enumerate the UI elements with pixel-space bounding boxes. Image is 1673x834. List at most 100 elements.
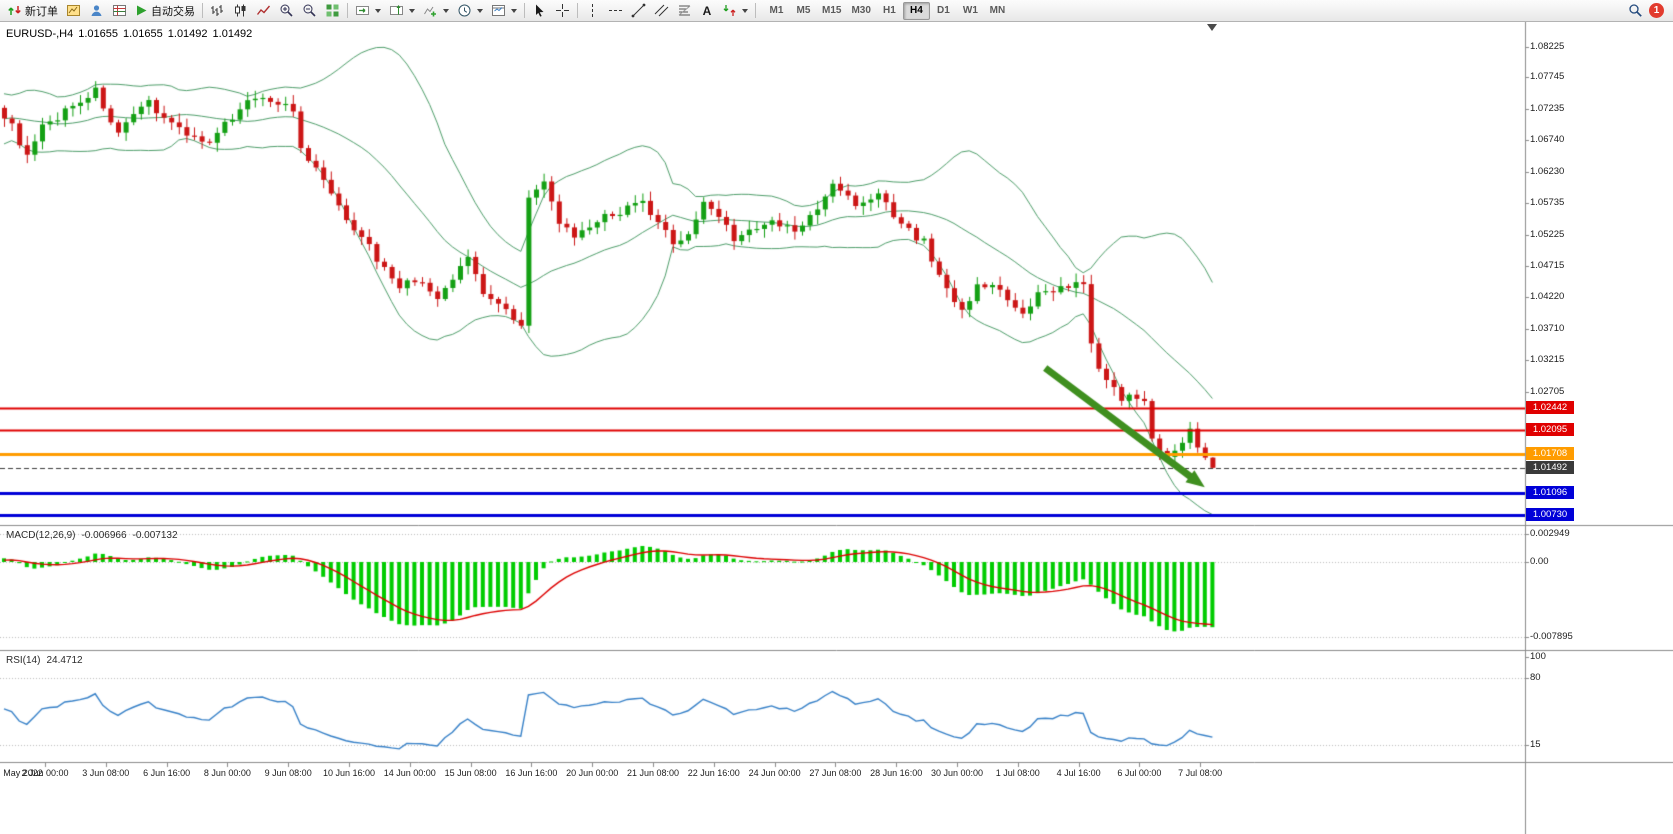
tile-windows-icon: [326, 4, 339, 17]
chart-shift-marker-icon[interactable]: [1207, 24, 1217, 31]
time-axis-label: 6 Jul 00:00: [1117, 768, 1162, 778]
current-price-line-badge[interactable]: 1.01492: [1526, 460, 1574, 474]
channel-tool-button[interactable]: [650, 1, 673, 21]
panel-separator-timeaxis[interactable]: [0, 760, 1673, 764]
macd-axis-label: 0.00: [1530, 556, 1549, 567]
data-window-icon: [113, 5, 126, 16]
timeframe-m30-button[interactable]: M30: [846, 2, 875, 20]
time-axis-label: 6 Jun 16:00: [143, 768, 191, 778]
panel-separator-macd[interactable]: [0, 523, 1673, 527]
price-axis-label: 1.05735: [1530, 196, 1565, 208]
timeframe-mn-button[interactable]: MN: [984, 2, 1011, 20]
macd-name: MACD(12,26,9): [6, 530, 76, 541]
dropdown-caret-icon: [375, 8, 381, 13]
macd-main-value: -0.006966: [81, 530, 127, 541]
new-order-icon: [8, 6, 21, 15]
timeframe-m5-button[interactable]: M5: [790, 2, 817, 20]
crosshair-tool-button[interactable]: [551, 1, 574, 21]
crosshair-icon: [556, 4, 569, 17]
key-level-line-badge[interactable]: 1.01708: [1526, 447, 1574, 461]
price-axis-label: 1.06740: [1530, 133, 1565, 145]
chart-title: EURUSD-,H4 1.01655 1.01655 1.01492 1.01492: [6, 28, 257, 40]
indicators-button[interactable]: [419, 1, 453, 21]
time-axis-label: 30 Jun 00:00: [930, 768, 984, 778]
resistance-line-badge[interactable]: 1.02095: [1526, 423, 1574, 437]
time-axis-label: 2 Jun 00:00: [21, 768, 69, 778]
price-axis-label: 1.08225: [1530, 41, 1565, 52]
search-icon: [1629, 4, 1642, 17]
arrows-tool-button[interactable]: [718, 1, 752, 21]
search-button[interactable]: [1624, 1, 1647, 21]
tile-windows-button[interactable]: [321, 1, 344, 21]
vertical-line-icon: [592, 4, 593, 17]
chart-open: 1.01655: [78, 28, 118, 40]
timeframe-m1-button[interactable]: M1: [763, 2, 790, 20]
toolbar-separator: [202, 3, 203, 18]
chart-window: EURUSD-,H4 1.01655 1.01655 1.01492 1.01492 M…: [0, 22, 1673, 834]
time-axis-label: 4 Jul 16:00: [1056, 768, 1101, 778]
auto-scroll-button[interactable]: [351, 1, 385, 21]
support-line-badge[interactable]: 1.01096: [1526, 485, 1574, 499]
dropdown-caret-icon: [477, 8, 483, 13]
time-axis-label: 22 Jun 16:00: [687, 768, 740, 778]
toolbar-separator: [755, 3, 756, 18]
timeframe-h1-button[interactable]: H1: [876, 2, 903, 20]
time-axis-label: May 2022: [3, 768, 43, 778]
timeframe-d1-button[interactable]: D1: [930, 2, 957, 20]
rsi-axis-label: 15: [1530, 738, 1541, 750]
chart-shift-icon: [390, 5, 403, 15]
horizontal-line-tool-button[interactable]: [604, 1, 627, 21]
equidistant-channel-icon: [654, 4, 669, 17]
rsi-axis-label: 80: [1530, 671, 1541, 683]
bar-chart-type-button[interactable]: [206, 1, 229, 21]
vertical-line-tool-button[interactable]: [581, 1, 604, 21]
fibonacci-tool-button[interactable]: [673, 1, 696, 21]
panel-separator-rsi[interactable]: [0, 648, 1673, 652]
profiles-button[interactable]: [85, 1, 108, 21]
rsi-label: RSI(14) 24.4712: [6, 655, 89, 666]
new-chart-icon: [67, 5, 80, 16]
clock-icon: [458, 4, 471, 17]
periods-button[interactable]: [453, 1, 487, 21]
rsi-value: 24.4712: [46, 655, 83, 666]
candlestick-type-button[interactable]: [229, 1, 252, 21]
time-axis-label: 3 Jun 08:00: [82, 768, 130, 778]
timeframe-h4-button[interactable]: H4: [902, 1, 930, 20]
timeframe-w1-button[interactable]: W1: [957, 2, 984, 20]
zoom-out-button[interactable]: [298, 1, 321, 21]
rsi-axis-label: 100: [1530, 651, 1546, 662]
price-axis-label: 1.07235: [1530, 102, 1565, 114]
trendline-icon: [631, 3, 646, 18]
macd-axis-label: -0.007895: [1530, 631, 1573, 642]
trendline-tool-button[interactable]: [627, 1, 650, 21]
chart-shift-button[interactable]: [385, 1, 419, 21]
text-tool-button[interactable]: A: [696, 1, 718, 21]
resistance-line-badge[interactable]: 1.02442: [1526, 401, 1574, 415]
notification-badge[interactable]: 1: [1649, 3, 1664, 18]
fibonacci-icon: [678, 5, 691, 16]
templates-button[interactable]: [487, 1, 521, 21]
chart-close: 1.01492: [212, 28, 253, 40]
horizontal-line-icon: [609, 10, 622, 11]
data-window-button[interactable]: [108, 1, 131, 21]
zoom-in-button[interactable]: [275, 1, 298, 21]
line-chart-type-button[interactable]: [252, 1, 275, 21]
dropdown-caret-icon: [443, 8, 449, 13]
price-axis-label: 1.04220: [1530, 291, 1565, 303]
profiles-icon: [91, 5, 102, 16]
auto-trading-button[interactable]: 自动交易: [131, 1, 199, 21]
time-axis-label: 27 Jun 08:00: [809, 768, 862, 778]
time-axis-label: 8 Jun 00:00: [203, 768, 251, 778]
new-chart-button[interactable]: [62, 1, 85, 21]
bar-chart-icon: [211, 5, 223, 16]
time-axis-label: 20 Jun 00:00: [566, 768, 619, 778]
support-line-badge[interactable]: 1.00730: [1526, 508, 1574, 522]
dropdown-caret-icon: [511, 8, 517, 13]
timeframe-toolbar: M1 M5 M15 M30 H1 H4 D1 W1 MN: [763, 1, 1011, 20]
new-order-button[interactable]: 新订单: [3, 1, 62, 21]
cursor-tool-button[interactable]: [528, 1, 551, 21]
timeframe-m15-button[interactable]: M15: [817, 2, 846, 20]
chart-canvas[interactable]: [0, 22, 1673, 834]
price-axis-label: 1.02705: [1530, 386, 1565, 397]
time-axis-label: 28 Jun 16:00: [870, 768, 923, 778]
